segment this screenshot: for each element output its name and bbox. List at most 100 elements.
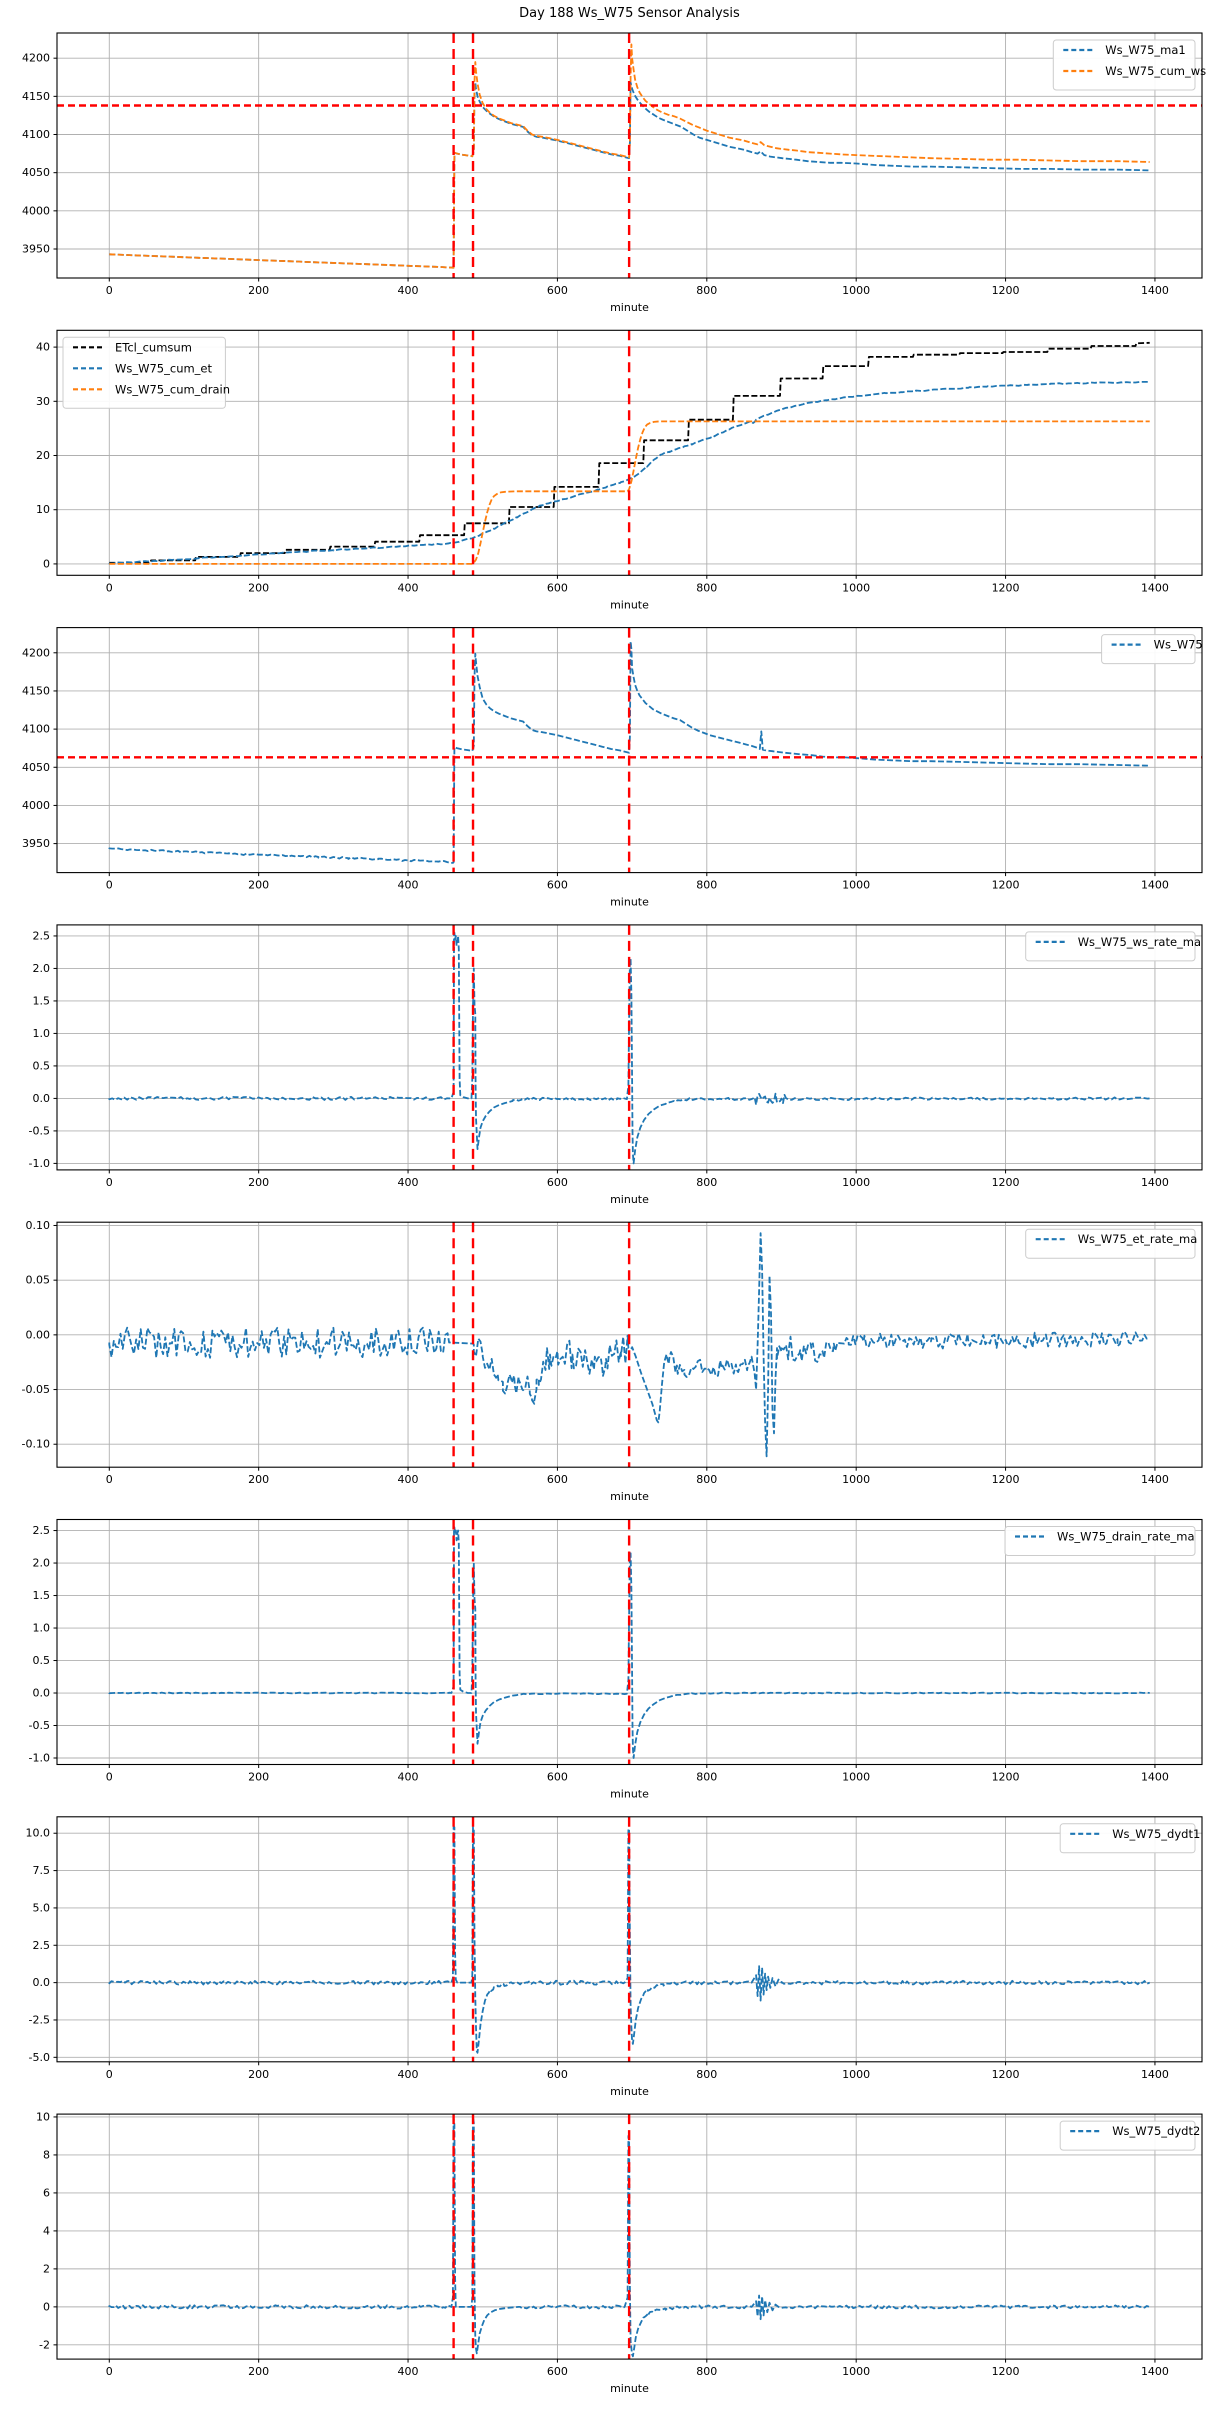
x-tick-label: 200 bbox=[248, 2365, 269, 2378]
x-tick-label: 1400 bbox=[1141, 581, 1169, 594]
y-tick-label: 7.5 bbox=[33, 1864, 51, 1877]
series-group bbox=[108, 1526, 1150, 1759]
series-Ws_W75_cum_et bbox=[108, 380, 1150, 565]
x-tick-label: 1400 bbox=[1141, 2365, 1169, 2378]
legend: ETcl_cumsum Ws_W75_cum_et Ws_W75_cum_drain bbox=[62, 336, 230, 409]
series-Ws_W75_dydt1 bbox=[108, 1826, 1151, 2054]
x-tick-label: 1400 bbox=[1141, 879, 1169, 892]
x-tick-label: 1000 bbox=[842, 284, 870, 297]
legend: Ws_W75_et_rate_ma bbox=[1025, 1228, 1198, 1259]
x-tick-label: 0 bbox=[106, 1771, 113, 1784]
x-axis-label: minute bbox=[610, 2085, 649, 2098]
x-tick-label: 1200 bbox=[992, 2068, 1020, 2081]
y-tick-label: 1.0 bbox=[33, 1027, 51, 1040]
y-tick-label: 4100 bbox=[22, 723, 50, 736]
legend-label: ETcl_cumsum bbox=[115, 340, 192, 354]
y-tick-label: 2.5 bbox=[33, 1524, 51, 1537]
panel-cumulative_et_drain: 0 200 400 600 800 1000 1200 1400 0 10 20 30 40 minute… bbox=[36, 329, 1203, 611]
y-tick-label: -0.10 bbox=[22, 1438, 50, 1451]
x-axis-label: minute bbox=[610, 301, 649, 314]
legend: Ws_W75_ma1 Ws_W75_cum_ws bbox=[1052, 39, 1206, 91]
legend: Ws_W75_ws_rate_ma bbox=[1025, 931, 1201, 962]
y-tick-label: 1.0 bbox=[33, 1622, 51, 1635]
y-tick-label: 10 bbox=[36, 2110, 50, 2123]
y-tick-label: -2 bbox=[39, 2338, 50, 2351]
series-group bbox=[108, 931, 1150, 1165]
x-tick-label: 200 bbox=[248, 581, 269, 594]
x-tick-label: 800 bbox=[696, 879, 717, 892]
x-tick-label: 600 bbox=[547, 2068, 568, 2081]
tick-labels: 0 200 400 600 800 1000 1200 1400 3950 4000 4050 410… bbox=[22, 646, 1169, 891]
x-tick-label: 400 bbox=[398, 1771, 419, 1784]
y-tick-label: -1.0 bbox=[29, 1157, 50, 1170]
x-tick-label: 800 bbox=[696, 1771, 717, 1784]
series-Ws_W75_et_rate_ma bbox=[108, 1232, 1150, 1458]
y-tick-label: 2.5 bbox=[33, 1939, 51, 1952]
axes-spines bbox=[56, 329, 1203, 576]
y-tick-label: 2.0 bbox=[33, 1557, 51, 1570]
y-tick-label: 3950 bbox=[22, 837, 50, 850]
y-tick-label: 4000 bbox=[22, 204, 50, 217]
x-tick-label: 1400 bbox=[1141, 1176, 1169, 1189]
x-tick-label: 800 bbox=[696, 284, 717, 297]
series-group bbox=[108, 2115, 1150, 2358]
y-tick-label: -0.05 bbox=[22, 1383, 50, 1396]
x-tick-label: 1000 bbox=[842, 1771, 870, 1784]
y-tick-label: 1.5 bbox=[33, 1589, 51, 1602]
y-tick-label: 5.0 bbox=[33, 1901, 51, 1914]
y-tick-label: 2.5 bbox=[33, 929, 51, 942]
axes-spines bbox=[56, 627, 1203, 874]
y-tick-label: 4200 bbox=[22, 52, 50, 65]
series-Ws_W75_cum_drain bbox=[109, 420, 1150, 565]
axes-spines bbox=[56, 1518, 1203, 1766]
x-tick-label: 800 bbox=[696, 581, 717, 594]
panel-drain_rate_ma: 0 200 400 600 800 1000 1200 1400 -1.0 -0.5 0.0 0.5 1… bbox=[29, 1518, 1203, 1801]
y-tick-label: 0.5 bbox=[33, 1654, 51, 1667]
legend-label: Ws_W75_et_rate_ma bbox=[1078, 1232, 1198, 1246]
y-tick-label: 40 bbox=[36, 341, 50, 354]
figure-title: Day 188 Ws_W75 Sensor Analysis bbox=[519, 6, 740, 21]
grid bbox=[57, 627, 1202, 873]
tick-labels: 0 200 400 600 800 1000 1200 1400 -1.0 -0.5 0.0 0.5 1… bbox=[29, 1524, 1169, 1783]
panel-ma1_cum_ws: 0 200 400 600 800 1000 1200 1400 3950 4000 4050 410… bbox=[22, 32, 1206, 314]
x-tick-label: 200 bbox=[248, 1473, 269, 1486]
y-tick-label: -5.0 bbox=[29, 2051, 50, 2064]
x-tick-label: 400 bbox=[398, 1176, 419, 1189]
axes-spines bbox=[56, 1221, 1203, 1468]
y-tick-label: 4150 bbox=[22, 684, 50, 697]
series-Ws_W75_drain_rate_ma bbox=[108, 1526, 1150, 1759]
x-axis-label: minute bbox=[610, 598, 649, 611]
y-tick-label: 30 bbox=[36, 395, 50, 408]
x-tick-label: 800 bbox=[696, 1176, 717, 1189]
x-tick-label: 1400 bbox=[1141, 284, 1169, 297]
legend-label: Ws_W75_drain_rate_ma bbox=[1057, 1530, 1195, 1544]
legend-label: Ws_W75_ws_rate_ma bbox=[1078, 935, 1201, 949]
x-tick-label: 1200 bbox=[992, 1473, 1020, 1486]
x-tick-label: 400 bbox=[398, 879, 419, 892]
x-tick-label: 1200 bbox=[992, 1176, 1020, 1189]
x-tick-label: 600 bbox=[547, 879, 568, 892]
y-tick-label: 0 bbox=[43, 557, 50, 570]
legend: Ws_W75_drain_rate_ma bbox=[1004, 1526, 1196, 1556]
tick-labels: 0 200 400 600 800 1000 1200 1400 -5.0 -2.5 0.0 2.5 5… bbox=[26, 1827, 1169, 2081]
x-tick-label: 600 bbox=[547, 1176, 568, 1189]
x-tick-label: 1200 bbox=[992, 581, 1020, 594]
x-tick-label: 0 bbox=[106, 1176, 113, 1189]
y-tick-label: 4050 bbox=[22, 761, 50, 774]
series-group bbox=[108, 640, 1150, 864]
legend-label: Ws_W75_cum_drain bbox=[115, 382, 230, 396]
tick-labels: 0 200 400 600 800 1000 1200 1400 3950 4000 4050 410… bbox=[22, 52, 1169, 297]
x-tick-label: 1000 bbox=[842, 581, 870, 594]
x-tick-label: 200 bbox=[248, 2068, 269, 2081]
y-tick-label: 3950 bbox=[22, 242, 50, 255]
legend: Ws_W75 bbox=[1101, 634, 1203, 665]
tick-labels: 0 200 400 600 800 1000 1200 1400 -2 0 2 4 6 8 10 bbox=[36, 2110, 1169, 2378]
axes-spines bbox=[56, 2113, 1203, 2360]
x-tick-label: 1000 bbox=[842, 2365, 870, 2378]
x-tick-label: 400 bbox=[398, 581, 419, 594]
x-tick-label: 800 bbox=[696, 2068, 717, 2081]
x-tick-label: 1200 bbox=[992, 1771, 1020, 1784]
x-tick-label: 800 bbox=[696, 2365, 717, 2378]
series-group bbox=[108, 341, 1150, 565]
